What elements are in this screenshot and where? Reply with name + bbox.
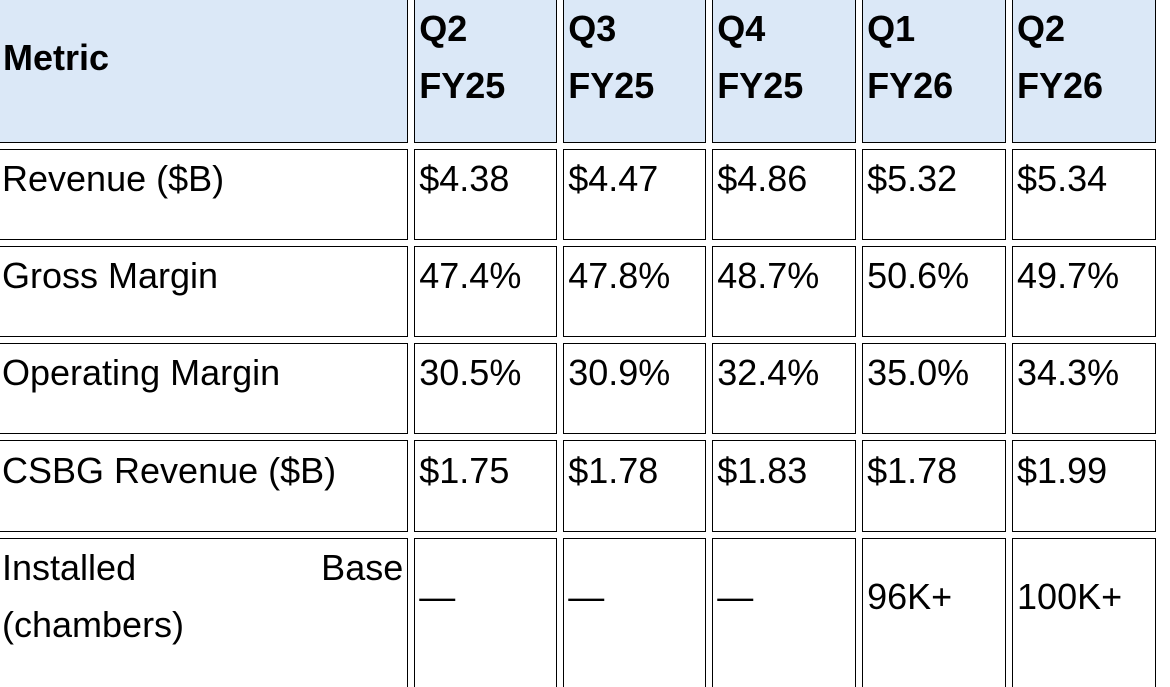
table-row: Installed Base (chambers) — — —96K+ 100K+ [0, 538, 1156, 687]
metric-value: — [563, 538, 707, 687]
metric-value: — [712, 538, 857, 687]
header-row: Metric Q2 FY25 Q3 FY25 Q4 FY25 Q1 FY26 Q2 FY2… [0, 0, 1156, 143]
header-cell-period: Q4 FY25 [712, 0, 857, 143]
metric-label: Gross Margin [0, 246, 409, 337]
metric-value: 32.4% [712, 343, 857, 434]
metric-label: CSBG Revenue ($B) [0, 440, 409, 532]
header-cell-period: Q2 FY25 [414, 0, 558, 143]
table-row: CSBG Revenue ($B) $1.75 $1.78 $1.83 $1.78 $1.… [0, 440, 1156, 532]
metric-value: 30.5% [414, 343, 558, 434]
metric-value: 96K+ [862, 538, 1007, 687]
metric-label: Operating Margin [0, 343, 409, 434]
header-cell-period: Q3 FY25 [563, 0, 707, 143]
metric-value: — [414, 538, 558, 687]
metric-value: $4.86 [712, 149, 857, 240]
metric-value: 50.6% [862, 246, 1007, 337]
header-cell-period: Q2 FY26 [1012, 0, 1156, 143]
metric-value: $1.78 [862, 440, 1007, 532]
metric-value: 35.0% [862, 343, 1007, 434]
metric-value: $1.83 [712, 440, 857, 532]
metric-value: $1.99 [1012, 440, 1156, 532]
header-cell-metric: Metric [0, 0, 409, 143]
metric-value: 48.7% [712, 246, 857, 337]
header-cell-period: Q1 FY26 [862, 0, 1007, 143]
metric-value: $1.75 [414, 440, 558, 532]
metric-value: 47.4% [414, 246, 558, 337]
table-head: Metric Q2 FY25 Q3 FY25 Q4 FY25 Q1 FY26 Q2 FY2… [0, 0, 1156, 143]
table-row: Revenue ($B) $4.38 $4.47 $4.86 $5.32 $5.34 [0, 149, 1156, 240]
metric-value: $4.47 [563, 149, 707, 240]
metric-value: $5.32 [862, 149, 1007, 240]
metric-value: 49.7% [1012, 246, 1156, 337]
metric-value: $1.78 [563, 440, 707, 532]
metric-value: 100K+ [1012, 538, 1156, 687]
metric-value: $5.34 [1012, 149, 1156, 240]
metric-value: 30.9% [563, 343, 707, 434]
table-row: Gross Margin 47.4% 47.8% 48.7% 50.6% 49.7% [0, 246, 1156, 337]
table-body: Revenue ($B) $4.38 $4.47 $4.86 $5.32 $5.34 Gro… [0, 149, 1156, 687]
table-row: Operating Margin 30.5% 30.9% 32.4% 35.0% 34.3… [0, 343, 1156, 434]
metric-label: Installed Base (chambers) [0, 538, 409, 687]
metric-value: 34.3% [1012, 343, 1156, 434]
metric-label: Revenue ($B) [0, 149, 409, 240]
metric-value: $4.38 [414, 149, 558, 240]
metric-value: 47.8% [563, 246, 707, 337]
